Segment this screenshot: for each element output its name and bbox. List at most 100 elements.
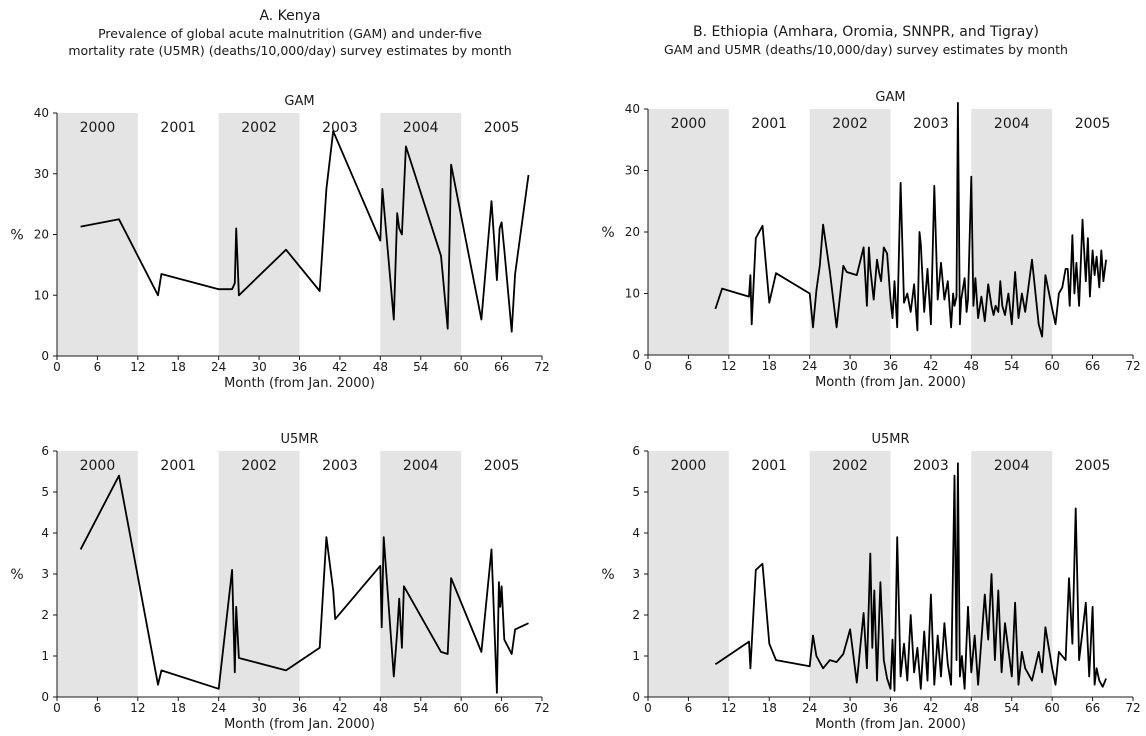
y-tick-label: 5	[41, 485, 49, 499]
x-tick-label: 66	[494, 701, 509, 715]
y-tick-label: 2	[632, 608, 640, 622]
year-band-2000	[648, 451, 729, 697]
year-band-2002	[218, 113, 300, 356]
y-tick-label: 40	[34, 106, 49, 120]
year-label-2004: 2004	[994, 458, 1030, 474]
y-tick-label: 4	[632, 526, 640, 540]
year-label-2005: 2005	[484, 458, 520, 474]
panel-a-title: A. Kenya	[259, 8, 321, 24]
chart-title: U5MR	[871, 432, 909, 447]
x-tick-label: 72	[534, 360, 549, 374]
year-label-2000: 2000	[80, 120, 116, 136]
panel-b-subtitle-line-1: GAM and U5MR (deaths/10,000/day) survey …	[664, 42, 1068, 57]
year-label-2002: 2002	[241, 120, 277, 136]
x-tick-label: 42	[923, 701, 938, 715]
x-tick-label: 0	[644, 359, 652, 373]
x-tick-label: 12	[130, 701, 145, 715]
x-tick-label: 60	[454, 701, 469, 715]
y-tick-label: 0	[41, 690, 49, 704]
x-tick-label: 18	[171, 701, 186, 715]
year-label-2001: 2001	[751, 458, 787, 474]
x-tick-label: 54	[413, 701, 428, 715]
y-tick-label: 0	[632, 690, 640, 704]
x-tick-label: 30	[842, 701, 857, 715]
x-tick-label: 24	[802, 701, 817, 715]
x-tick-label: 48	[964, 701, 979, 715]
year-label-2003: 2003	[322, 120, 358, 136]
x-tick-label: 6	[685, 359, 693, 373]
x-tick-label: 42	[332, 701, 347, 715]
series-line	[714, 462, 1107, 692]
x-axis-label: Month (from Jan. 2000)	[815, 717, 966, 732]
panel-a-header: A. Kenya Prevalence of global acute maln…	[20, 8, 560, 59]
year-label-2004: 2004	[403, 120, 439, 136]
panel-b-title: B. Ethiopia (Amhara, Oromia, SNNPR, and …	[692, 24, 1040, 40]
series-line	[79, 474, 529, 694]
x-axis-label: Month (from Jan. 2000)	[224, 717, 375, 732]
chart-title: GAM	[284, 94, 314, 109]
y-tick-label: 0	[632, 348, 640, 362]
x-tick-label: 48	[964, 359, 979, 373]
year-band-2000	[648, 109, 729, 355]
x-tick-label: 60	[1045, 701, 1060, 715]
x-tick-label: 36	[883, 701, 898, 715]
year-label-2005: 2005	[1075, 116, 1111, 132]
x-tick-label: 30	[842, 359, 857, 373]
chart-1: 2000 2001 2002 2003 2004 2005 0 6 12 18 24 30 36 42 48…	[10, 94, 549, 391]
year-band-2004	[380, 451, 462, 697]
panel-b-header: B. Ethiopia (Amhara, Oromia, SNNPR, and …	[596, 24, 1136, 58]
year-label-2004: 2004	[994, 116, 1030, 132]
x-tick-label: 66	[1085, 701, 1100, 715]
y-tick-label: 1	[632, 649, 640, 663]
year-label-2000: 2000	[671, 116, 707, 132]
y-tick-label: 5	[632, 485, 640, 499]
x-tick-label: 48	[373, 701, 388, 715]
x-tick-label: 6	[94, 360, 102, 374]
x-tick-label: 24	[211, 701, 226, 715]
year-label-2002: 2002	[832, 458, 868, 474]
x-tick-label: 30	[251, 701, 266, 715]
x-tick-label: 12	[130, 360, 145, 374]
series-line	[80, 130, 530, 333]
x-tick-label: 42	[923, 359, 938, 373]
year-label-2000: 2000	[671, 458, 707, 474]
y-tick-label: 20	[34, 228, 49, 242]
y-tick-label: 3	[632, 567, 640, 581]
x-tick-label: 24	[802, 359, 817, 373]
year-label-2003: 2003	[322, 458, 358, 474]
x-tick-label: 36	[292, 701, 307, 715]
x-tick-label: 72	[1125, 359, 1140, 373]
y-axis-label: %	[601, 567, 614, 583]
x-tick-label: 48	[373, 360, 388, 374]
x-tick-label: 36	[292, 360, 307, 374]
y-axis-label: %	[10, 228, 23, 244]
x-tick-label: 12	[721, 359, 736, 373]
chart-3: 2000 2001 2002 2003 2004 2005 0 6 12 18 24 30 36 42 48…	[601, 90, 1140, 390]
x-tick-label: 30	[251, 360, 266, 374]
year-label-2003: 2003	[913, 458, 949, 474]
y-tick-label: 10	[625, 287, 640, 301]
x-tick-label: 0	[53, 701, 61, 715]
year-label-2002: 2002	[241, 458, 277, 474]
x-tick-label: 6	[685, 701, 693, 715]
x-tick-label: 42	[332, 360, 347, 374]
x-tick-label: 12	[721, 701, 736, 715]
x-tick-label: 54	[413, 360, 428, 374]
year-label-2005: 2005	[484, 120, 520, 136]
year-label-2002: 2002	[832, 116, 868, 132]
y-tick-label: 30	[34, 167, 49, 181]
y-tick-label: 6	[632, 444, 640, 458]
x-tick-label: 72	[1125, 701, 1140, 715]
x-tick-label: 60	[454, 360, 469, 374]
x-tick-label: 18	[762, 359, 777, 373]
x-tick-label: 24	[211, 360, 226, 374]
year-label-2001: 2001	[160, 458, 196, 474]
x-tick-label: 66	[1085, 359, 1100, 373]
y-tick-label: 40	[625, 102, 640, 116]
panel-a-subtitle-line-1: Prevalence of global acute malnutrition …	[98, 26, 482, 41]
x-axis-label: Month (from Jan. 2000)	[224, 376, 375, 391]
year-band-2000	[57, 451, 138, 697]
y-tick-label: 4	[41, 526, 49, 540]
year-label-2005: 2005	[1075, 458, 1111, 474]
